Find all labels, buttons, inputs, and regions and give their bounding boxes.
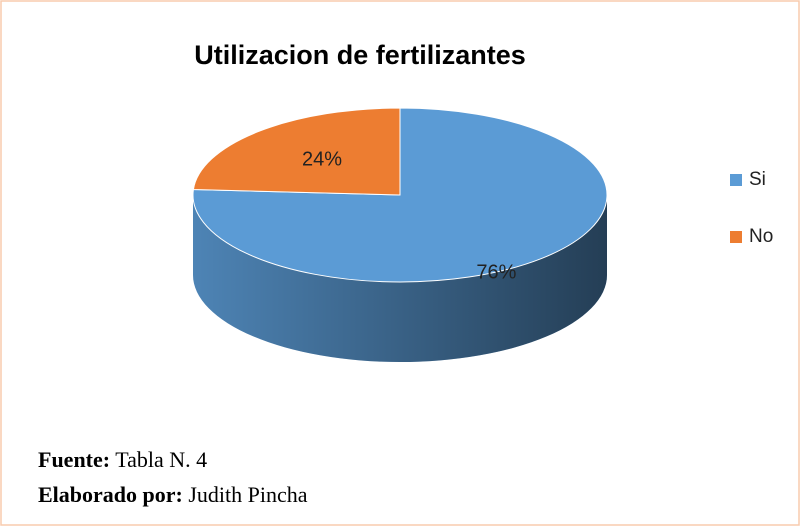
author: Judith Pincha xyxy=(188,482,307,507)
caption-source: Fuente: Tabla N. 4 xyxy=(38,447,207,472)
legend-label: No xyxy=(749,226,773,247)
legend-swatch xyxy=(730,174,742,186)
legend: Si No xyxy=(730,169,773,247)
legend-swatch xyxy=(730,231,742,243)
data-label: 76% xyxy=(476,261,516,283)
slice-side xyxy=(193,195,607,362)
source: Tabla N. 4 xyxy=(115,447,207,472)
caption-author: Elaborado por: Judith Pincha xyxy=(38,482,308,507)
author-label: Elaborado por: xyxy=(38,482,183,507)
slice xyxy=(192,107,608,283)
source-label: Fuente: xyxy=(38,447,110,472)
slice xyxy=(192,107,401,196)
pie: 76% 24% xyxy=(192,107,608,362)
slice-side-shade xyxy=(193,195,607,362)
data-label: 24% xyxy=(302,148,342,170)
chart-title: Utilizacion de fertilizantes xyxy=(194,40,526,70)
legend-label: Si xyxy=(749,169,766,190)
